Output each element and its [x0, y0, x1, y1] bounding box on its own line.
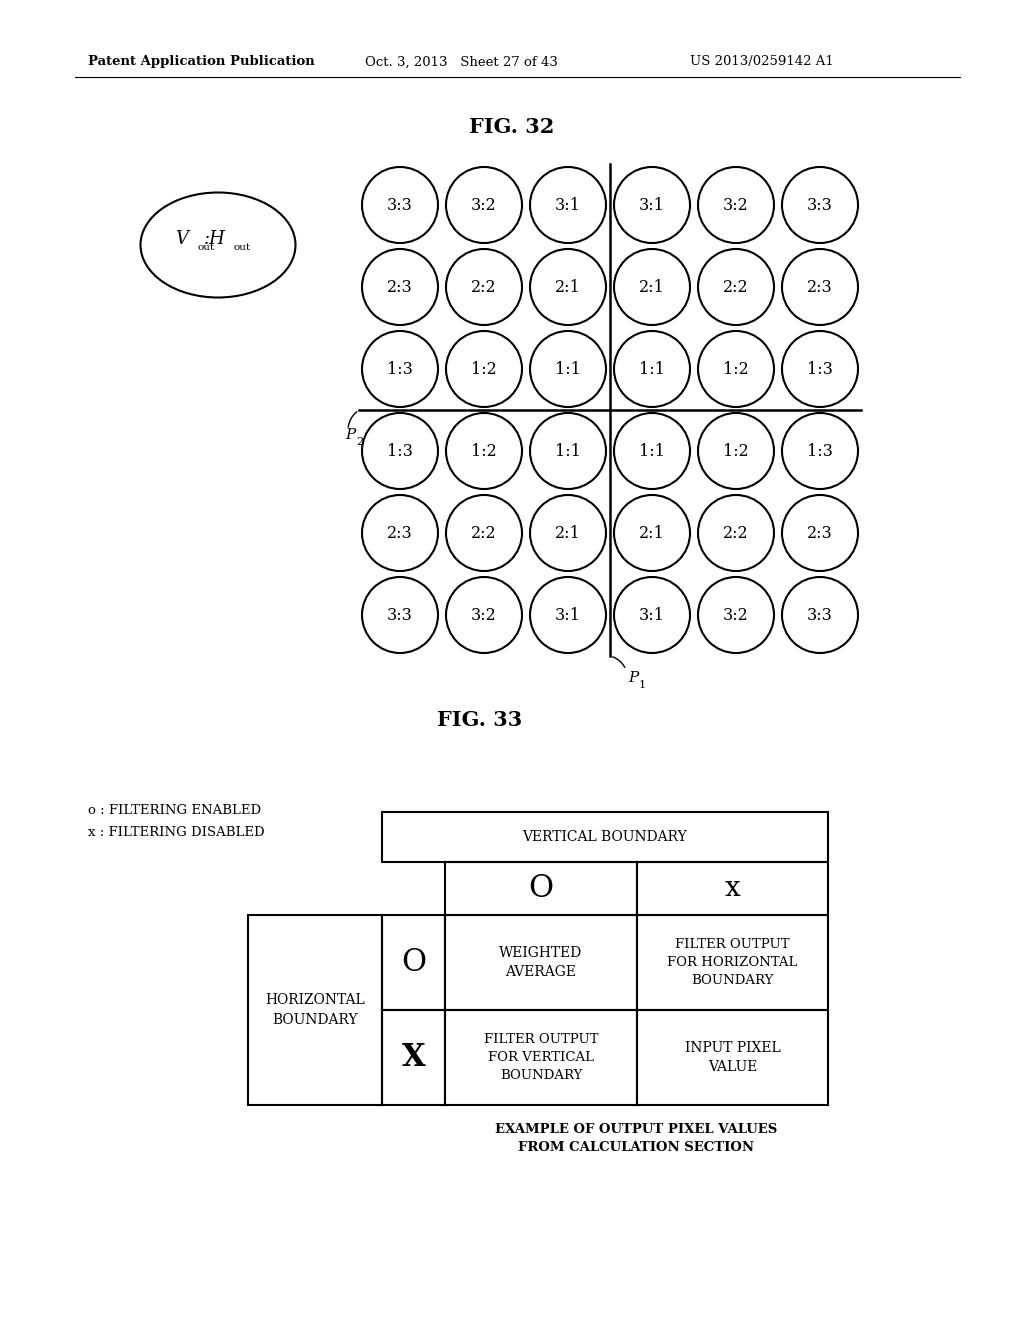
Text: 2:2: 2:2 — [471, 524, 497, 541]
Text: 2:1: 2:1 — [555, 524, 581, 541]
Text: 3:1: 3:1 — [639, 606, 665, 623]
Text: INPUT PIXEL
VALUE: INPUT PIXEL VALUE — [685, 1040, 780, 1074]
Text: 2:1: 2:1 — [639, 524, 665, 541]
Text: 2:3: 2:3 — [387, 524, 413, 541]
Text: 1: 1 — [639, 680, 646, 690]
Text: 1:3: 1:3 — [387, 442, 413, 459]
Text: 3:3: 3:3 — [807, 197, 833, 214]
Text: 3:3: 3:3 — [387, 606, 413, 623]
Text: 3:2: 3:2 — [723, 606, 749, 623]
Text: 1:3: 1:3 — [807, 442, 833, 459]
Text: V: V — [175, 230, 188, 248]
Text: 3:3: 3:3 — [387, 197, 413, 214]
Text: P: P — [628, 671, 638, 685]
Text: out: out — [198, 243, 215, 252]
Text: 2:2: 2:2 — [471, 279, 497, 296]
Text: EXAMPLE OF OUTPUT PIXEL VALUES
FROM CALCULATION SECTION: EXAMPLE OF OUTPUT PIXEL VALUES FROM CALC… — [496, 1123, 777, 1154]
Text: FIG. 33: FIG. 33 — [437, 710, 522, 730]
Text: O: O — [528, 873, 554, 904]
Text: Patent Application Publication: Patent Application Publication — [88, 55, 314, 69]
Text: x: x — [725, 875, 740, 902]
Text: 2: 2 — [356, 437, 364, 447]
Bar — [637, 915, 828, 1010]
Text: 3:2: 3:2 — [471, 606, 497, 623]
Text: 3:2: 3:2 — [471, 197, 497, 214]
Text: P: P — [345, 428, 355, 442]
Text: X: X — [401, 1041, 425, 1073]
Bar — [445, 862, 637, 915]
Text: 2:2: 2:2 — [723, 524, 749, 541]
Bar — [248, 915, 382, 1105]
Text: 2:3: 2:3 — [807, 524, 833, 541]
Text: 1:3: 1:3 — [387, 360, 413, 378]
Text: FILTER OUTPUT
FOR HORIZONTAL
BOUNDARY: FILTER OUTPUT FOR HORIZONTAL BOUNDARY — [668, 939, 798, 987]
Text: 3:1: 3:1 — [555, 197, 581, 214]
Text: 3:3: 3:3 — [807, 606, 833, 623]
Text: 1:1: 1:1 — [555, 360, 581, 378]
Text: 2:1: 2:1 — [555, 279, 581, 296]
Text: 3:1: 3:1 — [639, 197, 665, 214]
Text: 1:2: 1:2 — [723, 360, 749, 378]
Text: FIG. 32: FIG. 32 — [469, 117, 555, 137]
Text: US 2013/0259142 A1: US 2013/0259142 A1 — [690, 55, 834, 69]
Text: 1:1: 1:1 — [639, 442, 665, 459]
Bar — [445, 1010, 637, 1105]
Text: 2:3: 2:3 — [387, 279, 413, 296]
Text: 1:2: 1:2 — [723, 442, 749, 459]
Text: out: out — [234, 243, 251, 252]
Text: HORIZONTAL
BOUNDARY: HORIZONTAL BOUNDARY — [265, 993, 365, 1027]
Bar — [637, 862, 828, 915]
Text: 1:3: 1:3 — [807, 360, 833, 378]
Text: Oct. 3, 2013   Sheet 27 of 43: Oct. 3, 2013 Sheet 27 of 43 — [365, 55, 558, 69]
Text: o : FILTERING ENABLED: o : FILTERING ENABLED — [88, 804, 261, 817]
Text: 2:3: 2:3 — [807, 279, 833, 296]
Text: 1:2: 1:2 — [471, 360, 497, 378]
Bar — [445, 915, 637, 1010]
Text: FILTER OUTPUT
FOR VERTICAL
BOUNDARY: FILTER OUTPUT FOR VERTICAL BOUNDARY — [483, 1034, 598, 1082]
Text: VERTICAL BOUNDARY: VERTICAL BOUNDARY — [522, 830, 687, 843]
Text: WEIGHTED
AVERAGE: WEIGHTED AVERAGE — [500, 945, 583, 979]
Text: :H: :H — [204, 230, 226, 248]
Bar — [637, 1010, 828, 1105]
Bar — [382, 1010, 445, 1105]
Bar — [382, 812, 828, 862]
Text: 3:1: 3:1 — [555, 606, 581, 623]
Text: 1:2: 1:2 — [471, 442, 497, 459]
Text: x : FILTERING DISABLED: x : FILTERING DISABLED — [88, 825, 264, 838]
Text: 2:1: 2:1 — [639, 279, 665, 296]
Text: 1:1: 1:1 — [555, 442, 581, 459]
Text: 1:1: 1:1 — [639, 360, 665, 378]
Text: O: O — [401, 946, 426, 978]
Text: 2:2: 2:2 — [723, 279, 749, 296]
Text: 3:2: 3:2 — [723, 197, 749, 214]
Bar — [382, 915, 445, 1010]
